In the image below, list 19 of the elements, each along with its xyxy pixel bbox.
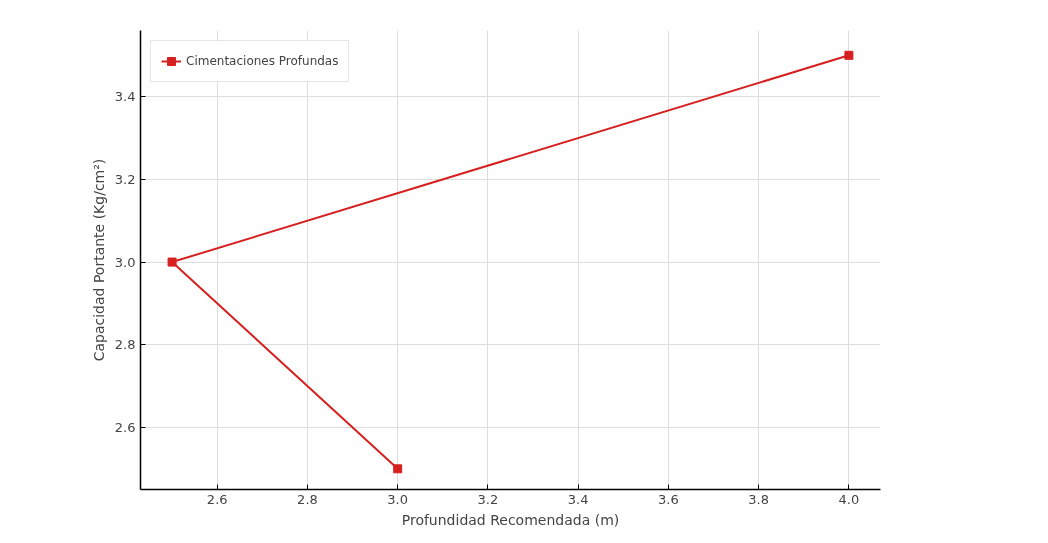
y-tick-label: 2.8 bbox=[114, 337, 136, 353]
x-tick-label: 3.0 bbox=[387, 491, 409, 507]
x-tick-label: 3.8 bbox=[748, 491, 770, 507]
y-tick-label: 3.4 bbox=[114, 89, 136, 105]
point bbox=[167, 257, 177, 267]
x-tick-label: 3.6 bbox=[658, 491, 679, 507]
point bbox=[393, 464, 403, 474]
y-tick-label: 3.2 bbox=[114, 171, 136, 187]
x-tick-label: 3.2 bbox=[477, 491, 499, 507]
y-axis-title: Capacidad Portante (Kg/cm²) bbox=[90, 158, 107, 362]
x-tick-label: 2.6 bbox=[206, 491, 228, 507]
x-tick-label: 4.0 bbox=[838, 491, 860, 507]
point bbox=[844, 50, 854, 60]
y-tick-label: 3.0 bbox=[114, 254, 136, 270]
x-tick-label: 2.8 bbox=[297, 491, 318, 507]
y-tick-label: 2.6 bbox=[114, 419, 136, 435]
legend-label: Cimentaciones Profundas bbox=[186, 54, 339, 68]
x-tick-label: 3.4 bbox=[567, 491, 589, 507]
x-axis-title: Profundidad Recomendada (m) bbox=[401, 511, 620, 528]
